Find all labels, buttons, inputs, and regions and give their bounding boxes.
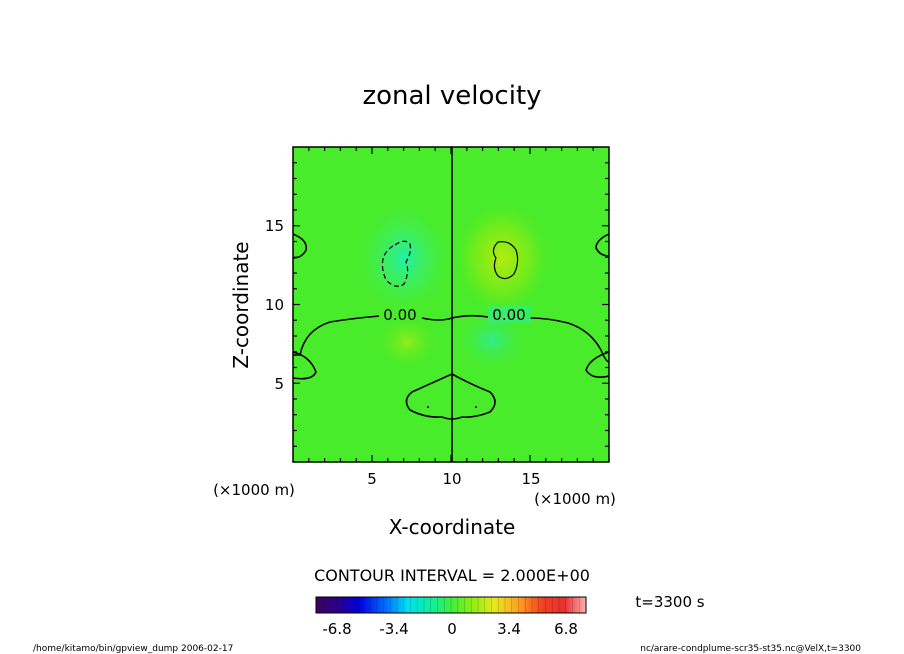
y-tick-label: 15: [265, 217, 284, 235]
contour-right-lobe: [585, 351, 609, 378]
y-axis-title: Z-coordinate: [229, 241, 253, 368]
contour-label-1: 0.00: [383, 306, 416, 324]
footer-right: nc/arare-condplume-scr35-st35.nc@VelX,t=…: [640, 644, 861, 654]
axis-ticks: [293, 147, 609, 462]
x-axis-title: X-coordinate: [389, 515, 516, 539]
contour-left-upper: [293, 233, 308, 259]
y-unit-label: (×1000 m): [213, 481, 295, 499]
colorbar-tick-label: -6.8: [322, 620, 351, 638]
x-tick-label: 5: [367, 470, 377, 488]
time-label: t=3300 s: [635, 593, 704, 611]
colorbar: [316, 597, 586, 613]
contour-left-lobe: [293, 351, 317, 380]
x-tick-label: 10: [442, 470, 461, 488]
contour-negative-upper: [381, 240, 412, 287]
contour-dot-right: [475, 406, 477, 408]
colorbar-frame: [315, 596, 587, 614]
contour-right-upper: [595, 233, 609, 257]
colorbar-divisions: [322, 597, 580, 613]
field-anomaly-negative-lower: [454, 308, 530, 372]
x-unit-label: (×1000 m): [534, 490, 616, 508]
colorbar-tick-label: 6.8: [554, 620, 578, 638]
contour-label-bg-2: [488, 306, 531, 323]
footer-left: /home/kitamo/bin/gpview_dump 2006-02-17: [33, 644, 233, 654]
colorbar-tick-label: 3.4: [497, 620, 521, 638]
colorbar-tick-labels: -6.8 -3.4 0 3.4 6.8: [322, 620, 578, 638]
contour-dot-left: [427, 406, 429, 408]
contour-interval-label: CONTOUR INTERVAL = 2.000E+00: [314, 566, 590, 585]
chart-title: zonal velocity: [362, 81, 541, 111]
contour-positive-upper: [492, 241, 519, 280]
colorbar-tick-label: 0: [447, 620, 457, 638]
x-tick-labels: 5 10 15: [367, 470, 540, 488]
field-anomaly-positive-upper: [450, 198, 554, 318]
y-tick-label: 10: [265, 296, 284, 314]
field-background: [293, 147, 609, 462]
contour-label-2: 0.00: [492, 306, 525, 324]
field-anomaly-negative-upper: [352, 198, 456, 318]
plot-area: [293, 147, 609, 462]
y-tick-label: 5: [274, 375, 284, 393]
field-anomaly-positive-lower: [373, 312, 441, 372]
colorbar-tick-label: -3.4: [379, 620, 408, 638]
y-tick-labels: 5 10 15: [265, 217, 284, 393]
contour-label-bg-1: [379, 306, 422, 323]
x-tick-label: 15: [521, 470, 540, 488]
